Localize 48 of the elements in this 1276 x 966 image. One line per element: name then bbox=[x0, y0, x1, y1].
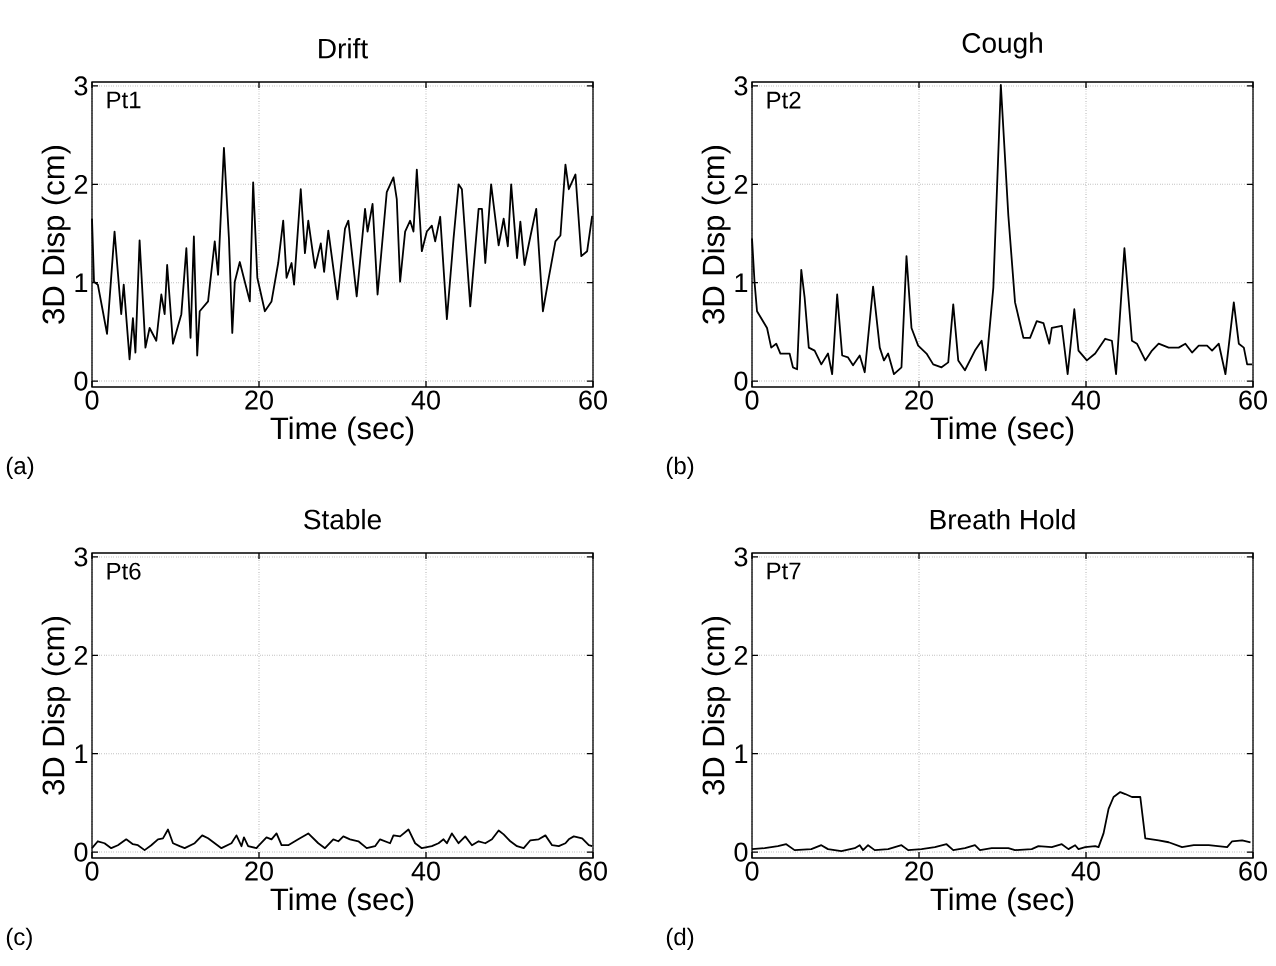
y-tick-label: 1 bbox=[735, 744, 748, 763]
chart-title: Breath Hold bbox=[930, 508, 1075, 530]
x-axis-title: Time (sec) bbox=[930, 416, 1074, 446]
y-tick-label: 1 bbox=[75, 744, 88, 763]
y-axis-title: 3D Disp (cm) bbox=[41, 617, 71, 795]
x-axis-title: Time (sec) bbox=[270, 887, 414, 917]
y-tick-label: 2 bbox=[734, 174, 748, 194]
y-tick-label: 0 bbox=[734, 842, 748, 862]
x-tick-label: 40 bbox=[1071, 861, 1100, 881]
y-tick-label: 2 bbox=[734, 645, 748, 665]
x-tick-label: 60 bbox=[579, 390, 607, 410]
annotation: Pt7 bbox=[767, 562, 801, 580]
x-tick-label: 40 bbox=[411, 861, 440, 881]
y-axis-title: 3D Disp (cm) bbox=[701, 617, 731, 795]
x-tick-label: 40 bbox=[411, 390, 440, 410]
y-tick-label: 0 bbox=[74, 371, 88, 391]
chart-title: Cough bbox=[962, 32, 1042, 59]
y-tick-label: 1 bbox=[75, 273, 88, 292]
text: (d) bbox=[666, 927, 694, 951]
y-tick-label: 3 bbox=[734, 547, 748, 567]
x-tick-label: 40 bbox=[1071, 390, 1100, 410]
y-tick-label: 0 bbox=[74, 842, 88, 862]
x-tick-label: 20 bbox=[905, 390, 933, 410]
x-tick-label: 20 bbox=[245, 861, 273, 881]
text: (b) bbox=[666, 456, 694, 479]
y-tick-label: 0 bbox=[734, 371, 748, 391]
text: (a) bbox=[6, 456, 34, 479]
y-tick-label: 2 bbox=[74, 174, 88, 194]
chart-title: Stable bbox=[304, 508, 381, 530]
x-tick-label: 60 bbox=[1239, 390, 1267, 410]
annotation: Pt2 bbox=[767, 91, 801, 109]
y-tick-label: 3 bbox=[74, 547, 88, 567]
text: (c) bbox=[6, 927, 32, 951]
x-axis-title: Time (sec) bbox=[270, 416, 414, 446]
x-tick-label: 20 bbox=[905, 861, 933, 881]
y-tick-label: 3 bbox=[74, 76, 88, 96]
x-axis-title: Time (sec) bbox=[930, 887, 1074, 917]
chart-title: Drift bbox=[319, 37, 368, 59]
x-tick-label: 20 bbox=[245, 390, 273, 410]
y-tick-label: 3 bbox=[734, 76, 748, 96]
y-tick-label: 2 bbox=[74, 645, 88, 665]
y-tick-label: 1 bbox=[735, 273, 748, 292]
y-axis-title: 3D Disp (cm) bbox=[701, 146, 731, 324]
annotation: Pt1 bbox=[107, 91, 141, 109]
y-axis-title: 3D Disp (cm) bbox=[41, 146, 71, 324]
x-tick-label: 60 bbox=[1239, 861, 1267, 881]
annotation: Pt6 bbox=[107, 562, 141, 580]
x-tick-label: 60 bbox=[579, 861, 607, 881]
